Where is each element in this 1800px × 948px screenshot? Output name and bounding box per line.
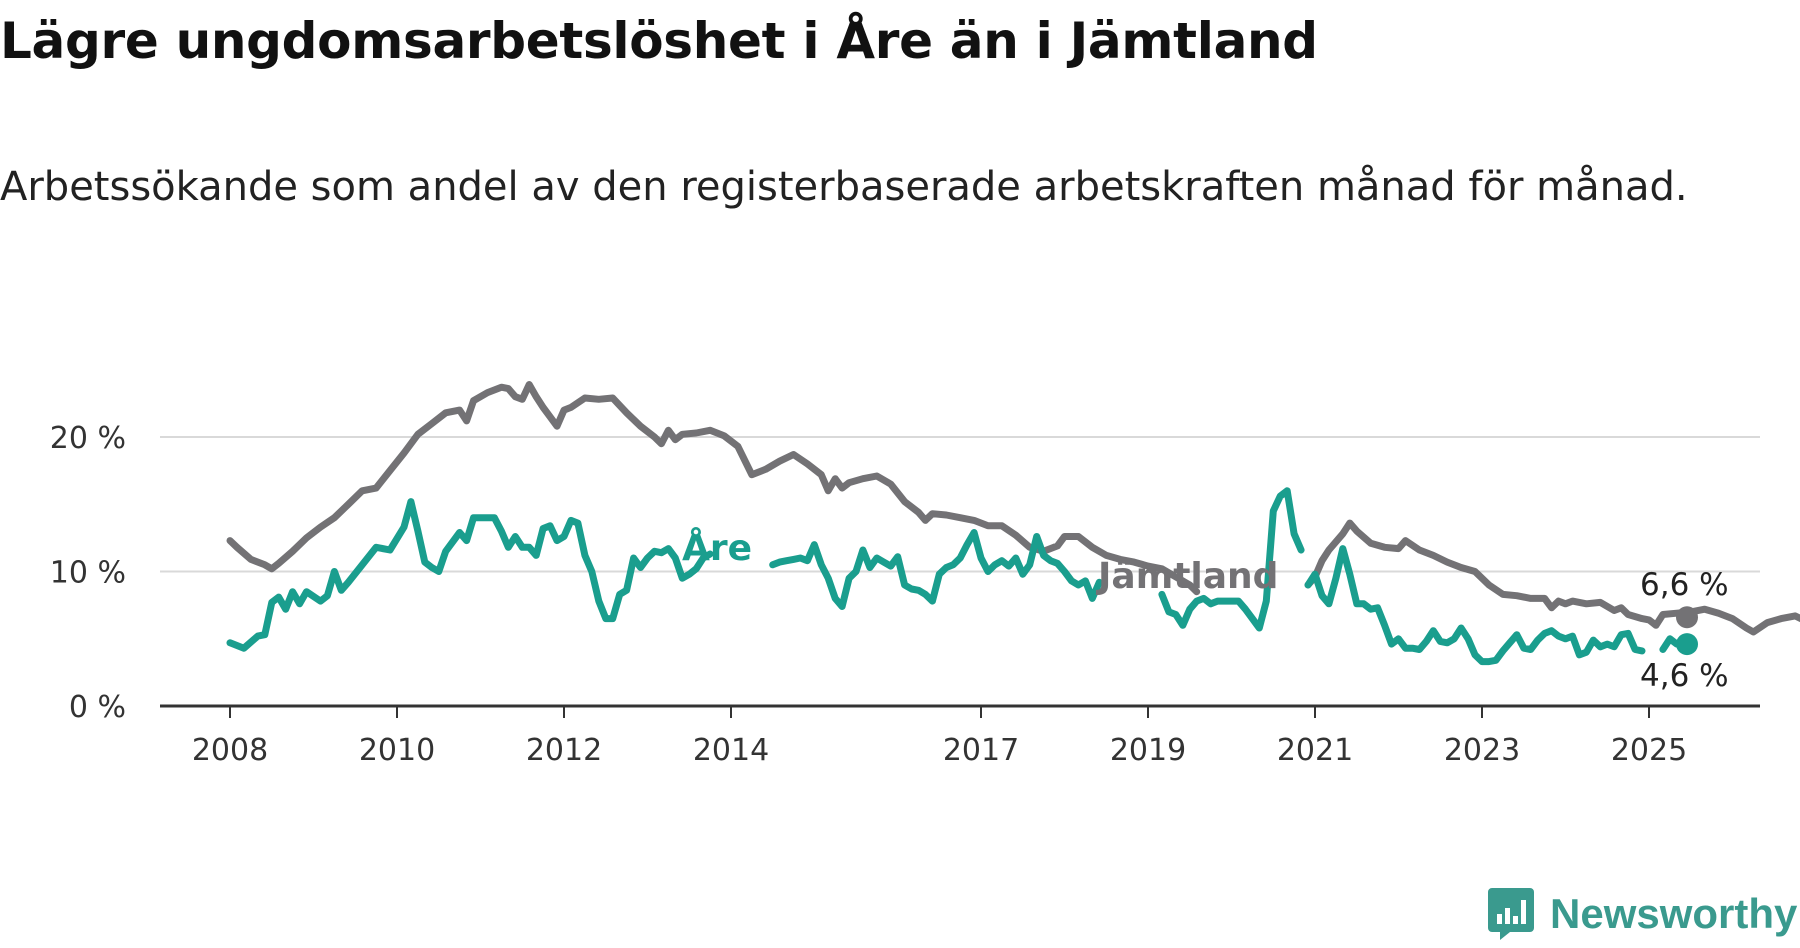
x-tick-label: 2012 [526,733,602,768]
chart-title: Lägre ungdomsarbetslöshet i Åre än i Jäm… [0,12,1318,70]
series-line-are [1158,487,1305,632]
brand-name: Newsworthy [1550,890,1798,937]
y-tick-label: 10 % [50,556,126,591]
series-line-jamtland [226,381,1201,596]
x-tick-label: 2023 [1444,733,1520,768]
x-tick-label: 2010 [359,733,435,768]
y-axis-ticks: 0 % 10 % 20 % [50,421,126,725]
end-point-are [1676,633,1698,656]
newsworthy-logo: Newsworthy [1486,884,1797,944]
end-label-are: 4,6 % [1640,658,1729,694]
series-line-are [1659,635,1681,653]
x-tick-label: 2019 [1110,733,1186,768]
end-label-jamtland: 6,6 % [1640,567,1729,603]
x-tick-label: 2017 [943,733,1019,768]
series-line-are [769,529,1103,610]
series-line-are [226,498,714,652]
x-tick-label: 2025 [1611,733,1687,768]
x-tick-label: 2021 [1277,733,1353,768]
series-line-jamtland [1304,519,1800,636]
gridlines [160,436,1760,573]
y-tick-label: 0 % [69,690,126,725]
x-axis-ticks: 2008 2010 2012 2014 2017 2019 2021 2023 2025 [192,706,1687,768]
y-tick-label: 20 % [50,421,126,456]
series-lines [226,381,1800,666]
series-line-are [1304,545,1646,666]
series-label-are: Åre [682,527,752,569]
x-tick-label: 2014 [693,733,769,768]
chart-subtitle: Arbetssökande som andel av den registerb… [0,164,1688,210]
newsworthy-logo-icon [1488,888,1534,940]
series-label-jamtland: Jämtland [1095,556,1278,597]
end-point-jamtland [1676,606,1698,629]
x-tick-label: 2008 [192,733,268,768]
